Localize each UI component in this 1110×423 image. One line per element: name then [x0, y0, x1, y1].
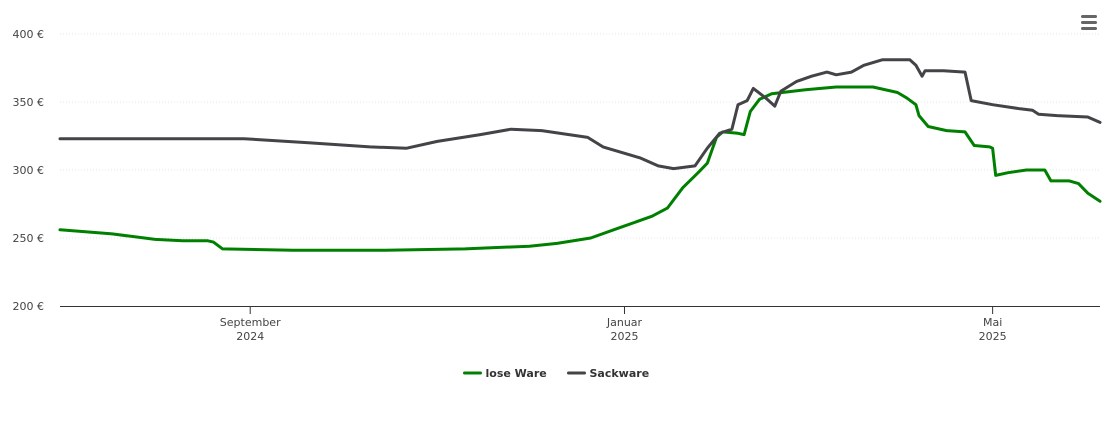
y-tick-label: 200 €	[13, 300, 45, 313]
legend[interactable]: lose Ware Sackware	[463, 367, 650, 380]
y-tick-label: 300 €	[13, 164, 45, 177]
x-tick-label-year: 2024	[236, 330, 264, 343]
series-line-0	[58, 85, 1102, 252]
menu-button[interactable]	[1078, 14, 1100, 32]
x-tick-label-month: Mai	[983, 316, 1002, 329]
legend-label: lose Ware	[486, 367, 547, 380]
y-tick-label: 400 €	[13, 28, 45, 41]
x-tick-label-year: 2025	[610, 330, 638, 343]
x-tick-label-month: September	[220, 316, 281, 329]
legend-label: Sackware	[590, 367, 650, 380]
y-tick-label: 250 €	[13, 232, 45, 245]
hamburger-menu-icon	[1081, 15, 1097, 30]
y-tick-label: 350 €	[13, 96, 45, 109]
legend-item-1[interactable]: Sackware	[567, 367, 650, 380]
series-line-1	[58, 58, 1102, 171]
x-tick-label-month: Januar	[606, 316, 643, 329]
x-tick-label-year: 2025	[979, 330, 1007, 343]
series-lines	[58, 58, 1102, 252]
grid-lines	[60, 33, 1100, 239]
legend-item-0[interactable]: lose Ware	[463, 367, 547, 380]
